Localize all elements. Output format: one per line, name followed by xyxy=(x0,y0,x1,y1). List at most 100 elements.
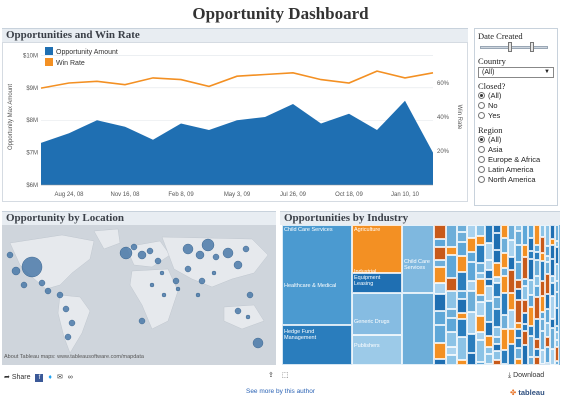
treemap-cell[interactable] xyxy=(522,225,528,245)
tm-childcare2[interactable] xyxy=(402,225,434,293)
treemap-cell[interactable] xyxy=(540,253,545,261)
treemap-cell[interactable] xyxy=(522,313,528,324)
location-bubble[interactable] xyxy=(154,257,162,265)
treemap-cell[interactable] xyxy=(457,319,467,337)
treemap-cell[interactable] xyxy=(545,274,550,294)
treemap-cell[interactable] xyxy=(515,359,522,365)
treemap-cell[interactable] xyxy=(540,261,545,281)
treemap-cell[interactable] xyxy=(545,262,550,274)
treemap-cell[interactable] xyxy=(457,256,467,272)
location-bubble[interactable] xyxy=(172,277,180,285)
treemap-cell[interactable] xyxy=(485,364,493,365)
treemap-cell[interactable] xyxy=(501,350,508,364)
treemap-cell[interactable] xyxy=(457,225,467,232)
treemap-cell[interactable] xyxy=(540,281,545,296)
slider-handle-right[interactable] xyxy=(530,42,534,52)
treemap-cell[interactable] xyxy=(493,351,501,360)
treemap-cell[interactable] xyxy=(476,302,485,316)
treemap-cell[interactable] xyxy=(476,316,485,332)
treemap-cell[interactable] xyxy=(446,247,457,255)
location-bubble[interactable] xyxy=(137,250,147,260)
location-bubble[interactable] xyxy=(201,238,215,252)
location-bubble[interactable] xyxy=(246,291,254,299)
location-bubble[interactable] xyxy=(62,305,70,313)
treemap-cell[interactable] xyxy=(522,245,528,257)
closed-option-yes[interactable]: Yes xyxy=(478,111,554,121)
country-select[interactable]: (All) ▼ xyxy=(478,67,554,78)
treemap-cell[interactable] xyxy=(434,260,446,267)
treemap-cell[interactable] xyxy=(522,324,528,331)
location-bubble[interactable] xyxy=(182,243,194,255)
treemap-cell[interactable] xyxy=(493,263,501,277)
treemap-cell[interactable] xyxy=(534,339,540,349)
treemap-cell[interactable] xyxy=(501,329,508,350)
treemap-cell[interactable] xyxy=(476,340,485,362)
treemap-cell[interactable] xyxy=(485,336,493,347)
treemap-cell[interactable] xyxy=(522,300,528,313)
treemap-cell[interactable] xyxy=(501,293,508,315)
treemap-cell[interactable] xyxy=(528,326,534,336)
treemap-cell[interactable] xyxy=(434,247,446,260)
location-bubble[interactable] xyxy=(130,243,138,251)
tm-publishers[interactable] xyxy=(352,335,402,365)
location-bubble[interactable] xyxy=(175,286,181,292)
treemap-cell[interactable] xyxy=(545,347,550,363)
location-bubble[interactable] xyxy=(56,291,64,299)
location-bubble[interactable] xyxy=(64,333,72,341)
region-option-all[interactable]: (All) xyxy=(478,135,554,145)
treemap-cell[interactable] xyxy=(446,355,457,365)
treemap-cell[interactable] xyxy=(485,322,493,336)
treemap-cell[interactable] xyxy=(515,225,522,231)
location-bubble[interactable] xyxy=(252,337,264,349)
treemap-cell[interactable] xyxy=(446,291,457,309)
tableau-logo[interactable]: ✤ tableau xyxy=(510,388,545,397)
fullscreen-icon[interactable]: ⬚ xyxy=(281,372,289,379)
treemap-cell[interactable] xyxy=(446,332,457,347)
treemap-cell[interactable] xyxy=(493,309,501,327)
treemap-cell[interactable] xyxy=(485,270,493,279)
date-slider[interactable] xyxy=(478,42,554,52)
location-bubble[interactable] xyxy=(242,245,250,253)
treemap-cell[interactable] xyxy=(457,337,467,360)
treemap-cell[interactable] xyxy=(550,349,555,365)
treemap-cell[interactable] xyxy=(434,225,446,239)
location-bubble[interactable] xyxy=(222,247,234,259)
treemap-cell[interactable] xyxy=(528,280,534,295)
world-map[interactable]: About Tableau maps: www.tableausoftware.… xyxy=(2,225,276,365)
treemap-cell[interactable] xyxy=(534,297,540,319)
treemap-cell[interactable] xyxy=(446,309,457,318)
tm-agriculture[interactable] xyxy=(352,225,402,273)
location-bubble[interactable] xyxy=(245,314,251,320)
treemap-cell[interactable] xyxy=(457,291,467,299)
treemap-cell[interactable] xyxy=(522,345,528,365)
region-option-asia[interactable]: Asia xyxy=(478,145,554,155)
treemap-cell[interactable] xyxy=(493,297,501,309)
location-bubble[interactable] xyxy=(21,256,43,278)
location-bubble[interactable] xyxy=(211,270,217,276)
treemap-cell[interactable] xyxy=(508,310,515,329)
treemap-cell[interactable] xyxy=(476,245,485,263)
region-option-latin-america[interactable]: Latin America xyxy=(478,165,554,175)
closed-option-no[interactable]: No xyxy=(478,101,554,111)
treemap-cell[interactable] xyxy=(550,259,555,276)
treemap-cell[interactable] xyxy=(540,364,545,365)
location-bubble[interactable] xyxy=(212,253,220,261)
treemap-cell[interactable] xyxy=(434,311,446,325)
treemap-cell[interactable] xyxy=(545,337,550,347)
treemap-cell[interactable] xyxy=(508,240,515,257)
treemap-cell[interactable] xyxy=(555,241,559,247)
treemap-cell[interactable] xyxy=(515,348,522,359)
treemap-cell[interactable] xyxy=(522,279,528,286)
treemap-cell[interactable] xyxy=(434,359,446,365)
treemap-cell[interactable] xyxy=(485,243,493,260)
treemap-cell[interactable] xyxy=(545,309,550,323)
treemap-cell[interactable] xyxy=(534,349,540,357)
treemap-cell[interactable] xyxy=(476,295,485,302)
treemap-cell[interactable] xyxy=(467,262,476,281)
treemap-cell[interactable] xyxy=(501,238,508,253)
treemap-cell[interactable] xyxy=(545,256,550,262)
treemap-cell[interactable] xyxy=(515,245,522,262)
treemap-cell[interactable] xyxy=(476,279,485,295)
treemap-cell[interactable] xyxy=(446,255,457,278)
location-bubble[interactable] xyxy=(234,307,242,315)
